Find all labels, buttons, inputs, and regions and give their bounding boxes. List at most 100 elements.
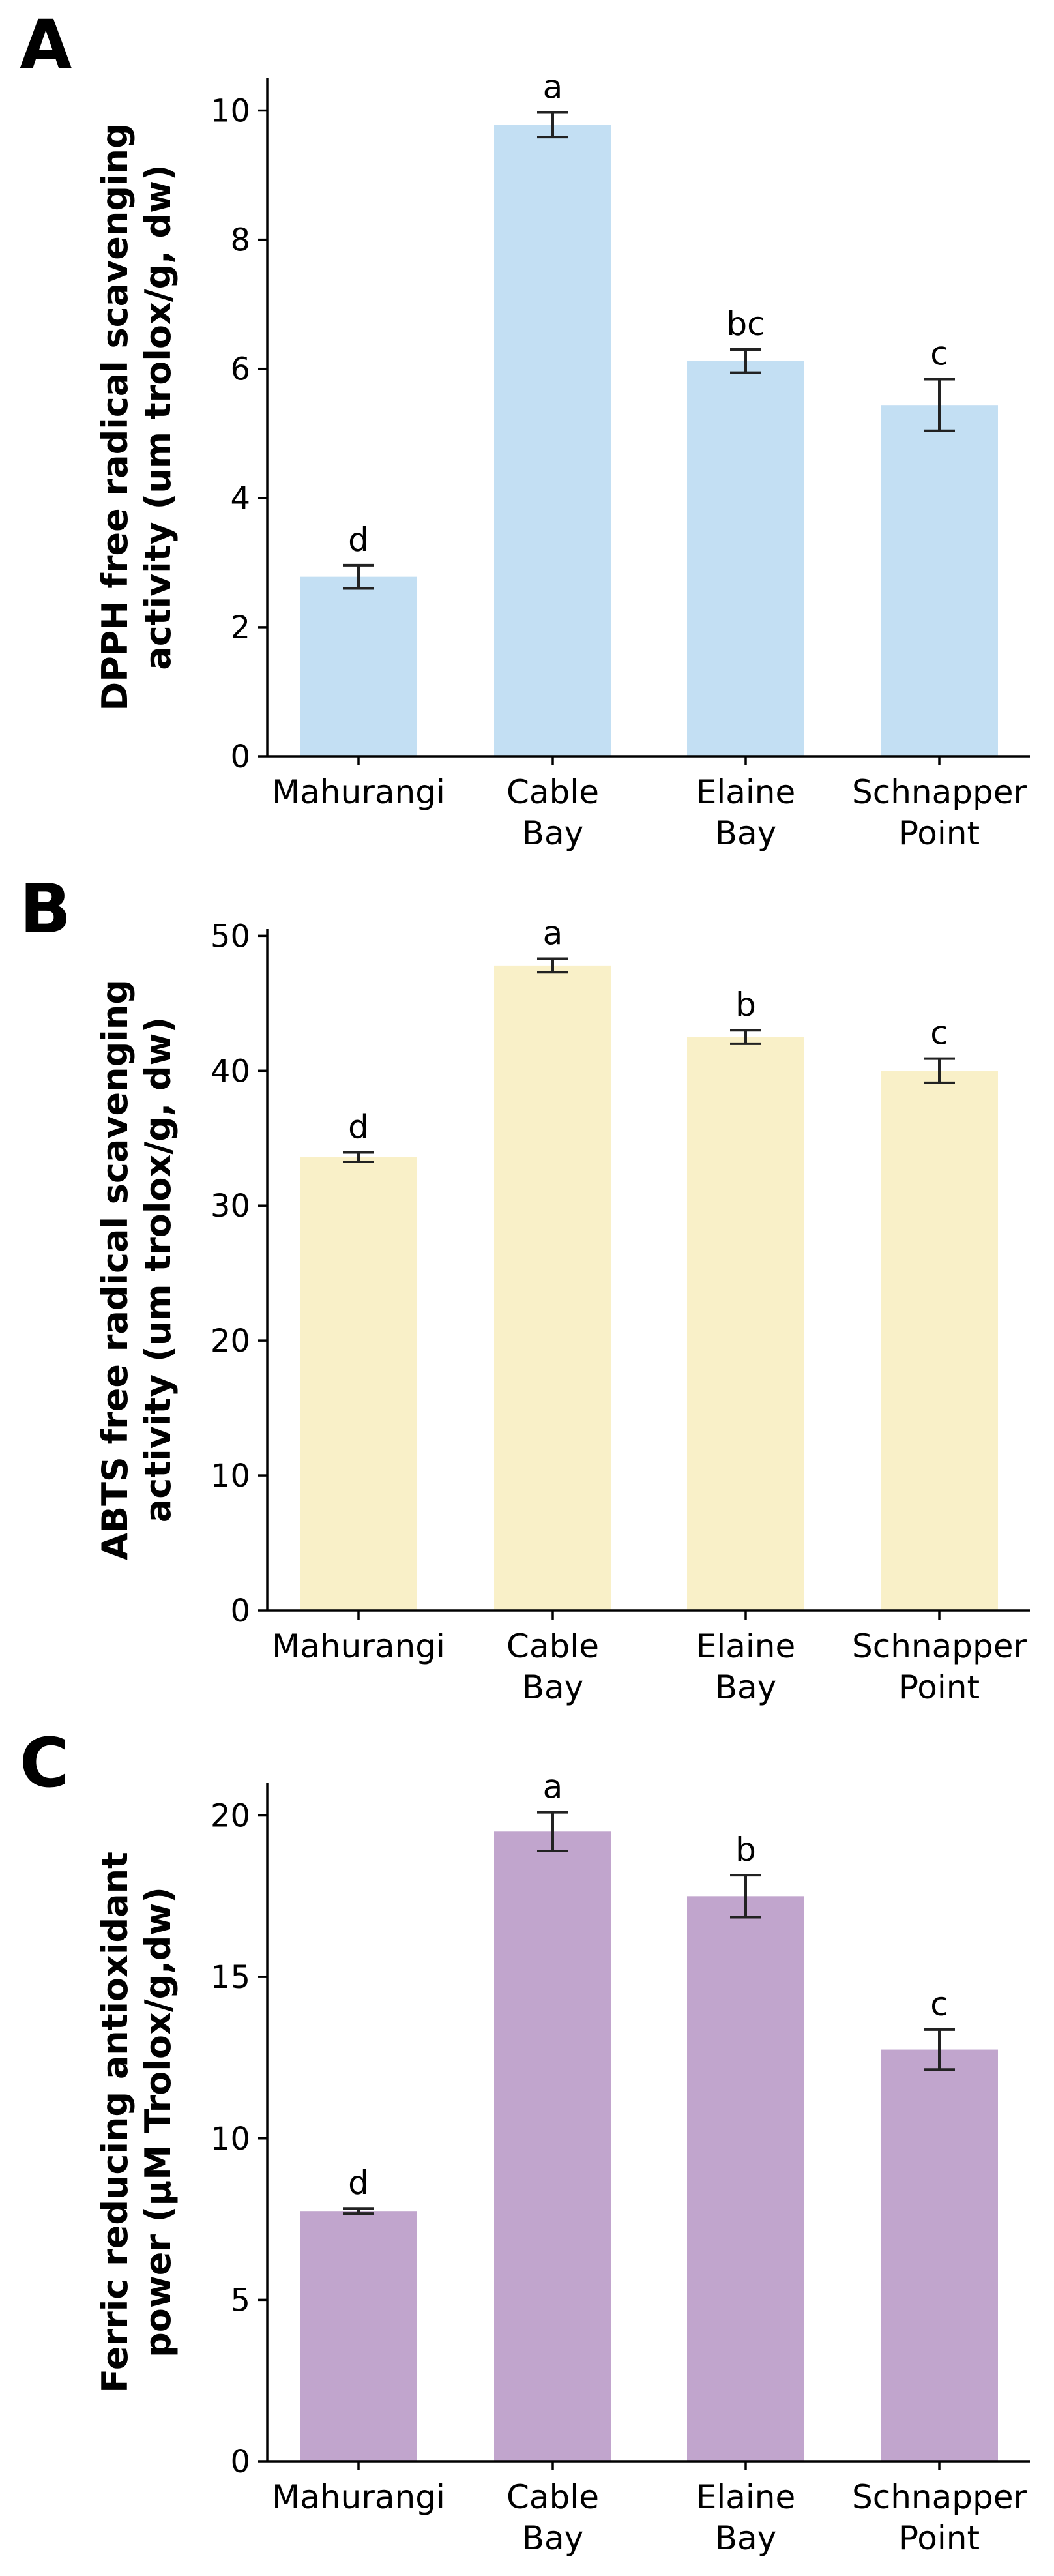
panel-c-y-tick-label-0: 0 [230,2444,250,2480]
panel-a-y-axis-label-line-1: activity (um trolox/g, dw) [138,164,179,670]
panel-a-y-axis-label: DPPH free radical scavengingactivity (um… [95,123,179,711]
panel-b-y-axis-label: ABTS free radical scavengingactivity (um… [95,979,179,1560]
panel-a-bar-3 [881,405,998,756]
panel-b-x-tick-label-3: Schnapper Point [852,1627,1027,1706]
panel-b-bar-0 [300,1157,417,1610]
panel-c-significance-label-1: a [543,1768,563,1806]
panel-a-y-tick-label-2: 4 [230,481,250,517]
panel-a-errorbar-1 [537,111,568,139]
panel-c-x-tick-label-2: Elaine Bay [696,2478,795,2557]
panel-b-errorbar-0 [343,1151,374,1163]
panel-b-x-tick-label-3-line-0: Schnapper [852,1627,1027,1665]
panel-c-bar-3 [881,2049,998,2461]
panel-c-bar-1 [494,1831,611,2461]
panel-a-x-tick-label-1: Cable Bay [506,773,599,852]
panel-c-bar-0 [300,2211,417,2461]
panel-a-significance-label-1: a [543,68,563,106]
panel-c-x-tick-label-1: Cable Bay [506,2478,599,2557]
panel-b-significance-label-2: b [735,986,756,1024]
panel-c-y-axis-label-line-0: Ferric reducing antioxidant [95,1852,136,2393]
panel-b-bar-3 [881,1071,998,1610]
panel-c-significance-label-3: c [930,1985,948,2023]
panel-a-x-tick-label-2-line-0: Elaine [696,773,795,811]
panel-a-significance-label-0: d [348,521,369,559]
panel-b-letter: B [20,869,71,949]
panel-b-x-tick-label-3-line-1: Point [899,1668,980,1706]
panel-a-x-tick-label-1-line-1: Bay [522,814,584,852]
panel-b-y-tick-label-5: 50 [211,918,250,955]
panel-b-errorbar-3 [924,1057,955,1084]
panel-c-y-tick-label-3: 15 [211,1959,250,1996]
panel-c-x-tick-label-1-line-0: Cable [506,2478,599,2516]
panel-a-x-tick-label-0: Mahurangi [272,773,445,811]
panel-b-significance-label-3: c [930,1014,948,1052]
panel-b-bar-1 [494,965,611,1610]
panel-a-bar-2 [687,361,804,756]
panel-a-x-tick-label-2-line-1: Bay [715,814,777,852]
panel-c-x-tick-label-0-line-0: Mahurangi [272,2478,445,2516]
panel-c-x-tick-label-2-line-0: Elaine [696,2478,795,2516]
panel-a-y-tick-label-3: 6 [230,351,250,388]
panel-b-x-tick-label-1-line-0: Cable [506,1627,599,1665]
panel-c-bar-2 [687,1896,804,2461]
panel-b-x-tick-label-1-line-1: Bay [522,1668,584,1706]
panel-b-significance-label-1: a [543,915,563,953]
panel-c-letter: C [20,1723,69,1803]
panel-c-errorbar-2 [730,1874,761,1919]
panel-b-x-tick-label-0-line-0: Mahurangi [272,1627,445,1665]
panel-b-x-tick-label-2: Elaine Bay [696,1627,795,1706]
panel-a-y-tick-label-0: 0 [230,739,250,775]
panel-b-y-tick-label-1: 10 [211,1458,250,1494]
panel-b-y-tick-label-3: 30 [211,1188,250,1224]
panel-a-y-tick-label-4: 8 [230,222,250,259]
panel-c-x-tick-label-0: Mahurangi [272,2478,445,2516]
panel-a-x-tick-label-3: Schnapper Point [852,773,1027,852]
panel-c-y-axis-label: Ferric reducing antioxidantpower (µM Tro… [95,1852,179,2393]
panel-a-x-tick-label-2: Elaine Bay [696,773,795,852]
panel-a-bar-0 [300,576,417,756]
panel-c-errorbar-1 [537,1811,568,1852]
panel-c-y-tick-label-2: 10 [211,2121,250,2157]
panel-a-letter: A [20,5,72,85]
panel-a-errorbar-0 [343,563,374,590]
panel-a-errorbar-2 [730,348,761,374]
panel-b-y-tick-label-4: 40 [211,1053,250,1089]
panel-b-y-tick-label-2: 20 [211,1323,250,1359]
panel-a-y-tick-label-1: 2 [230,610,250,646]
panel-c-x-tick-label-1-line-1: Bay [522,2519,584,2557]
panel-c-x-tick-label-3-line-1: Point [899,2519,980,2557]
panel-b-significance-label-0: d [348,1108,369,1146]
panel-a-y-tick-label-5: 10 [211,93,250,130]
panel-a-x-tick-label-0-line-0: Mahurangi [272,773,445,811]
panel-a-significance-label-2: bc [726,305,765,343]
panel-b-y-tick-label-0: 0 [230,1593,250,1629]
panel-b-y-axis-label-line-0: ABTS free radical scavenging [95,979,136,1560]
panel-c-x-tick-label-3: Schnapper Point [852,2478,1027,2557]
panel-c-x-tick-label-3-line-0: Schnapper [852,2478,1027,2516]
panel-a-x-tick-label-3-line-0: Schnapper [852,773,1027,811]
panel-b-x-tick-label-2-line-0: Elaine [696,1627,795,1665]
panel-a-x-tick-label-3-line-1: Point [899,814,980,852]
panel-b-y-axis-label-line-1: activity (um trolox/g, dw) [138,1017,179,1522]
panel-c-significance-label-0: d [348,2164,369,2202]
panel-c-significance-label-2: b [735,1831,756,1869]
panel-b-errorbar-1 [537,957,568,974]
panel-b-errorbar-2 [730,1029,761,1045]
panel-c-y-tick-label-4: 20 [211,1798,250,1835]
panel-b-x-tick-label-1: Cable Bay [506,1627,599,1706]
panel-c-errorbar-0 [343,2207,374,2215]
panel-a-y-axis-label-line-0: DPPH free radical scavenging [95,123,136,711]
panel-c-y-tick-label-1: 5 [230,2282,250,2318]
panel-c-y-axis-label-line-1: power (µM Trolox/g,dw) [138,1887,179,2358]
panel-a-x-tick-label-1-line-0: Cable [506,773,599,811]
panel-c-x-tick-label-2-line-1: Bay [715,2519,777,2557]
panel-b-bar-2 [687,1037,804,1610]
panel-b-x-tick-label-0: Mahurangi [272,1627,445,1665]
panel-a-errorbar-3 [924,378,955,432]
panel-a-bar-1 [494,125,611,757]
panel-c-errorbar-3 [924,2028,955,2071]
